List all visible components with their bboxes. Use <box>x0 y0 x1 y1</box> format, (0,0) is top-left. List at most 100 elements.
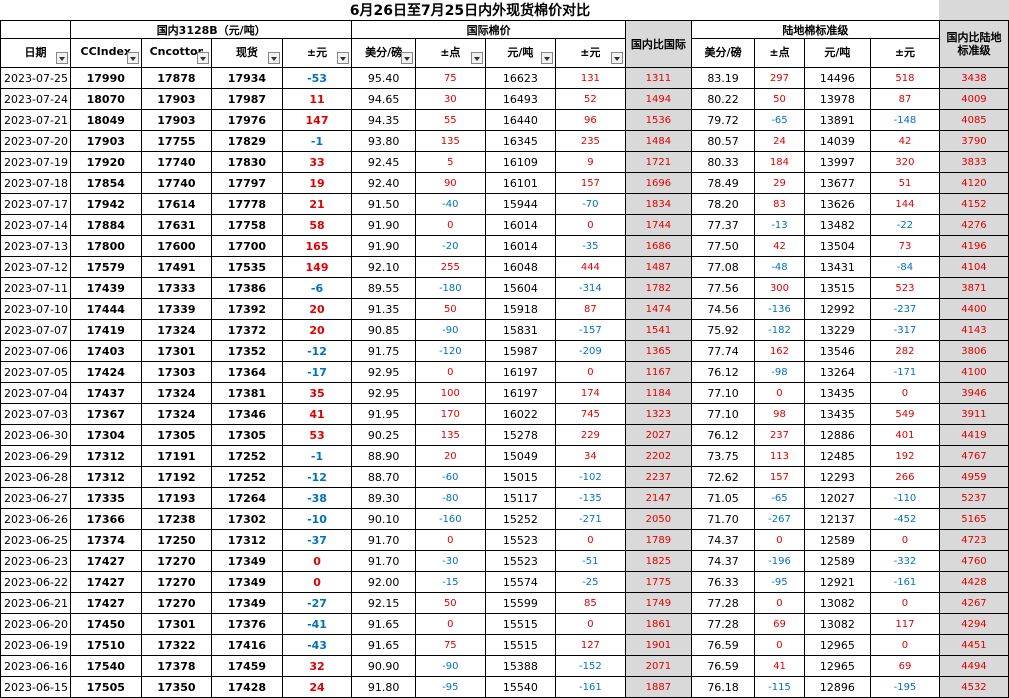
cell-col-0[interactable]: 2023-07-04 <box>0 382 71 404</box>
cell-col-5[interactable]: 94.35 <box>351 109 416 131</box>
cell-col-8[interactable]: 9 <box>554 151 626 173</box>
cell-col-8[interactable]: 34 <box>554 445 626 467</box>
cell-col-12[interactable]: 13264 <box>803 361 872 383</box>
cell-col-4[interactable]: -38 <box>281 487 353 509</box>
cell-col-11[interactable]: 297 <box>754 67 805 89</box>
cell-col-6[interactable]: -15 <box>414 571 486 593</box>
filter-dropdown-icon[interactable] <box>197 52 210 64</box>
cell-col-4[interactable]: 58 <box>281 214 353 236</box>
cell-col-7[interactable]: 15831 <box>484 319 556 341</box>
cell-col-3[interactable]: 17302 <box>211 508 283 530</box>
cell-col-1[interactable]: 17579 <box>69 256 142 278</box>
cell-col-11[interactable]: 0 <box>754 382 805 404</box>
cell-col-14[interactable]: 4767 <box>938 445 1009 467</box>
cell-col-2[interactable]: 17324 <box>140 403 213 425</box>
cell-col-8[interactable]: -209 <box>554 340 626 362</box>
cell-col-6[interactable]: -160 <box>414 508 486 530</box>
cell-col-4[interactable]: 11 <box>281 88 353 110</box>
cell-col-13[interactable]: 69 <box>870 655 940 677</box>
cell-col-13[interactable]: -22 <box>870 214 940 236</box>
cell-col-3[interactable]: 17352 <box>211 340 283 362</box>
cell-col-10[interactable]: 77.10 <box>690 382 756 404</box>
cell-col-4[interactable]: -37 <box>281 529 353 551</box>
cell-col-10[interactable]: 77.10 <box>690 403 756 425</box>
cell-col-0[interactable]: 2023-07-19 <box>0 151 71 173</box>
cell-col-12[interactable]: 13504 <box>803 235 872 257</box>
cell-col-8[interactable]: -152 <box>554 655 626 677</box>
cell-col-4[interactable]: 53 <box>281 424 353 446</box>
cell-col-14[interactable]: 4494 <box>938 655 1009 677</box>
cell-col-13[interactable]: 523 <box>870 277 940 299</box>
cell-col-5[interactable]: 92.00 <box>351 571 416 593</box>
cell-col-3[interactable]: 17797 <box>211 172 283 194</box>
cell-col-13[interactable]: -161 <box>870 571 940 593</box>
cell-col-11[interactable]: 29 <box>754 172 805 194</box>
cell-col-10[interactable]: 76.12 <box>690 424 756 446</box>
cell-col-1[interactable]: 17374 <box>69 529 142 551</box>
cell-col-5[interactable]: 88.70 <box>351 466 416 488</box>
cell-col-13[interactable]: 42 <box>870 130 940 152</box>
cell-col-11[interactable]: 113 <box>754 445 805 467</box>
cell-col-8[interactable]: 235 <box>554 130 626 152</box>
cell-col-14[interactable]: 3911 <box>938 403 1009 425</box>
cell-col-6[interactable]: 100 <box>414 382 486 404</box>
cell-col-14[interactable]: 4419 <box>938 424 1009 446</box>
cell-col-10[interactable]: 77.74 <box>690 340 756 362</box>
cell-col-5[interactable]: 92.95 <box>351 361 416 383</box>
cell-col-6[interactable]: -90 <box>414 319 486 341</box>
cell-col-10[interactable]: 80.22 <box>690 88 756 110</box>
cell-col-4[interactable]: -43 <box>281 634 353 656</box>
cell-col-7[interactable]: 15388 <box>484 655 556 677</box>
cell-col-9[interactable]: 2027 <box>624 424 692 446</box>
cell-col-10[interactable]: 71.05 <box>690 487 756 509</box>
cell-col-8[interactable]: 0 <box>554 361 626 383</box>
cell-col-11[interactable]: -267 <box>754 508 805 530</box>
cell-col-1[interactable]: 17540 <box>69 655 142 677</box>
cell-col-9[interactable]: 1167 <box>624 361 692 383</box>
cell-col-13[interactable]: 401 <box>870 424 940 446</box>
filter-dropdown-icon[interactable] <box>400 52 413 64</box>
filter-dropdown-icon[interactable] <box>610 52 623 64</box>
cell-col-0[interactable]: 2023-06-19 <box>0 634 71 656</box>
cell-col-0[interactable]: 2023-06-23 <box>0 550 71 572</box>
cell-col-2[interactable]: 17378 <box>140 655 213 677</box>
cell-col-6[interactable]: -95 <box>414 676 486 698</box>
cell-col-1[interactable]: 17800 <box>69 235 142 257</box>
cell-col-13[interactable]: 282 <box>870 340 940 362</box>
cell-col-11[interactable]: 300 <box>754 277 805 299</box>
cell-col-8[interactable]: 96 <box>554 109 626 131</box>
cell-col-6[interactable]: 90 <box>414 172 486 194</box>
cell-col-11[interactable]: 41 <box>754 655 805 677</box>
cell-col-7[interactable]: 16197 <box>484 382 556 404</box>
cell-col-12[interactable]: 12992 <box>803 298 872 320</box>
cell-col-13[interactable]: -195 <box>870 676 940 698</box>
cell-col-5[interactable]: 94.65 <box>351 88 416 110</box>
filter-dropdown-icon[interactable] <box>337 52 350 64</box>
cell-col-10[interactable]: 78.20 <box>690 193 756 215</box>
cell-col-3[interactable]: 17535 <box>211 256 283 278</box>
cell-col-1[interactable]: 17427 <box>69 592 142 614</box>
cell-col-12[interactable]: 13435 <box>803 403 872 425</box>
cell-col-1[interactable]: 17439 <box>69 277 142 299</box>
cell-col-9[interactable]: 1825 <box>624 550 692 572</box>
cell-col-0[interactable]: 2023-06-16 <box>0 655 71 677</box>
cell-col-5[interactable]: 92.45 <box>351 151 416 173</box>
filter-dropdown-icon[interactable] <box>267 52 280 64</box>
cell-col-2[interactable]: 17303 <box>140 361 213 383</box>
cell-col-0[interactable]: 2023-07-11 <box>0 277 71 299</box>
cell-col-14[interactable]: 4276 <box>938 214 1009 236</box>
cell-col-8[interactable]: 87 <box>554 298 626 320</box>
cell-col-4[interactable]: 0 <box>281 571 353 593</box>
cell-col-3[interactable]: 17428 <box>211 676 283 698</box>
cell-col-10[interactable]: 77.08 <box>690 256 756 278</box>
cell-col-0[interactable]: 2023-07-12 <box>0 256 71 278</box>
cell-col-5[interactable]: 90.90 <box>351 655 416 677</box>
cell-col-11[interactable]: 24 <box>754 130 805 152</box>
cell-col-9[interactable]: 2237 <box>624 466 692 488</box>
cell-col-5[interactable]: 90.85 <box>351 319 416 341</box>
cell-col-4[interactable]: -12 <box>281 466 353 488</box>
cell-col-3[interactable]: 17349 <box>211 550 283 572</box>
cell-col-1[interactable]: 17437 <box>69 382 142 404</box>
cell-col-14[interactable]: 4451 <box>938 634 1009 656</box>
cell-col-2[interactable]: 17301 <box>140 340 213 362</box>
